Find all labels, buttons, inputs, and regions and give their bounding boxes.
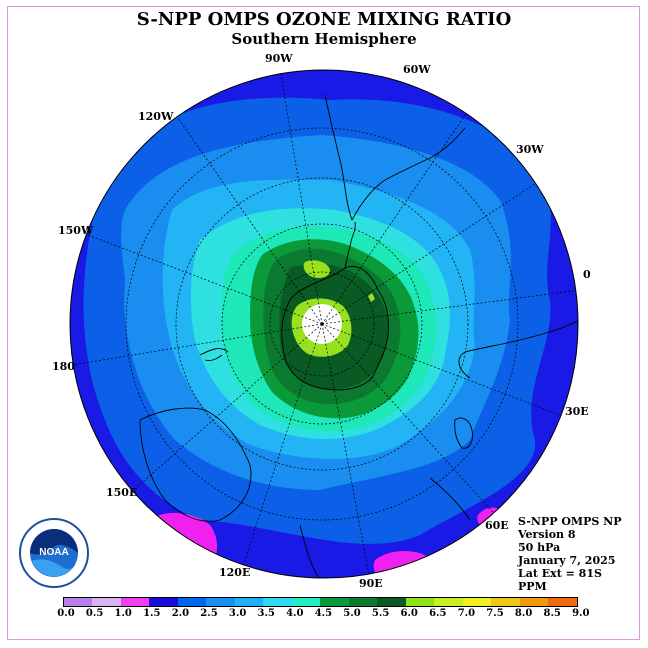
colorbar-segment	[320, 598, 349, 606]
colorbar-segment	[263, 598, 292, 606]
colorbar-tick-label: 6.5	[429, 608, 447, 619]
units-label: PPM	[518, 580, 547, 593]
lon-label-60e: 60E	[485, 519, 509, 532]
colorbar-segment	[519, 598, 549, 606]
version-label: Version 8	[518, 528, 576, 541]
colorbar-tick-label: 4.0	[286, 608, 304, 619]
colorbar-segment	[377, 598, 406, 606]
colorbar-segment	[348, 598, 378, 606]
colorbar-labels: 0.0 0.5 1.0 1.5 2.0 2.5 3.0 3.5 4.0 4.5 5.0 5.5 6.0 6…	[0, 608, 648, 622]
lon-label-0: 0	[583, 268, 591, 281]
colorbar-segment	[120, 598, 150, 606]
date-label: January 7, 2025	[518, 554, 616, 567]
colorbar-tick-label: 1.0	[114, 608, 132, 619]
colorbar-segment	[548, 598, 577, 606]
graticule	[70, 70, 578, 578]
colorbar-tick-label: 0.5	[85, 608, 104, 619]
colorbar-segment	[92, 598, 121, 606]
colorbar-segment	[206, 598, 235, 606]
colorbar-segment	[491, 598, 520, 606]
colorbar-tick-label: 6.0	[400, 608, 418, 619]
colorbar-tick-label: 4.5	[314, 608, 333, 619]
colorbar-tick-label: 3.5	[257, 608, 275, 619]
info-block: S-NPP OMPS NP Version 8 50 hPa January 7…	[518, 515, 621, 593]
coastlines	[139, 94, 578, 578]
lon-label-180: 180	[52, 360, 75, 373]
colorbar-segment	[234, 598, 264, 606]
lon-label-150e: 150E	[106, 486, 138, 499]
colorbar-tick-label: 0.0	[57, 608, 75, 619]
colorbar-tick-label: 7.5	[486, 608, 504, 619]
page-subtitle: Southern Hemisphere	[231, 30, 417, 48]
lat-extent-label: Lat Ext = 81S	[518, 567, 602, 580]
lon-label-90w: 90W	[265, 52, 293, 65]
instrument-label: S-NPP OMPS NP	[518, 515, 622, 528]
noaa-logo-text: NOAA	[39, 547, 68, 558]
figure-frame	[7, 6, 640, 640]
lon-label-120w: 120W	[138, 110, 174, 123]
colorbar-segment	[405, 598, 435, 606]
colorbar-tick-label: 8.0	[514, 608, 533, 619]
colorbar	[63, 597, 578, 607]
noaa-logo: NOAA	[19, 518, 89, 588]
colorbar-tick-label: 1.5	[143, 608, 161, 619]
colorbar-tick-label: 3.0	[228, 608, 247, 619]
colorbar-tick-label: 8.5	[543, 608, 561, 619]
map-boundary	[69, 69, 579, 579]
colorbar-tick-label: 2.5	[200, 608, 218, 619]
lon-label-150w: 150W	[58, 224, 94, 237]
colorbar-segment	[291, 598, 321, 606]
colorbar-tick-label: 5.0	[343, 608, 361, 619]
south-pole-marker	[320, 322, 324, 326]
colorbar-segment	[462, 598, 492, 606]
lon-label-120e: 120E	[219, 566, 251, 579]
lon-label-30e: 30E	[565, 405, 589, 418]
colorbar-tick-label: 7.0	[457, 608, 476, 619]
colorbar-segment	[177, 598, 207, 606]
pressure-level-label: 50 hPa	[518, 541, 561, 554]
colorbar-tick-label: 5.5	[371, 608, 390, 619]
colorbar-segment	[434, 598, 463, 606]
colorbar-tick-label: 9.0	[572, 608, 590, 619]
band-1-0-1-5-patch-120e	[145, 512, 218, 578]
lon-label-30w: 30W	[516, 143, 544, 156]
colorbar-tick-label: 2.0	[171, 608, 190, 619]
colorbar-segment	[64, 598, 93, 606]
lon-label-60w: 60W	[403, 63, 431, 76]
band-6-0-6-5-spot	[368, 293, 375, 302]
lon-label-90e: 90E	[359, 577, 383, 590]
colorbar-segment	[149, 598, 178, 606]
page-title: S-NPP OMPS OZONE MIXING RATIO	[136, 9, 512, 30]
